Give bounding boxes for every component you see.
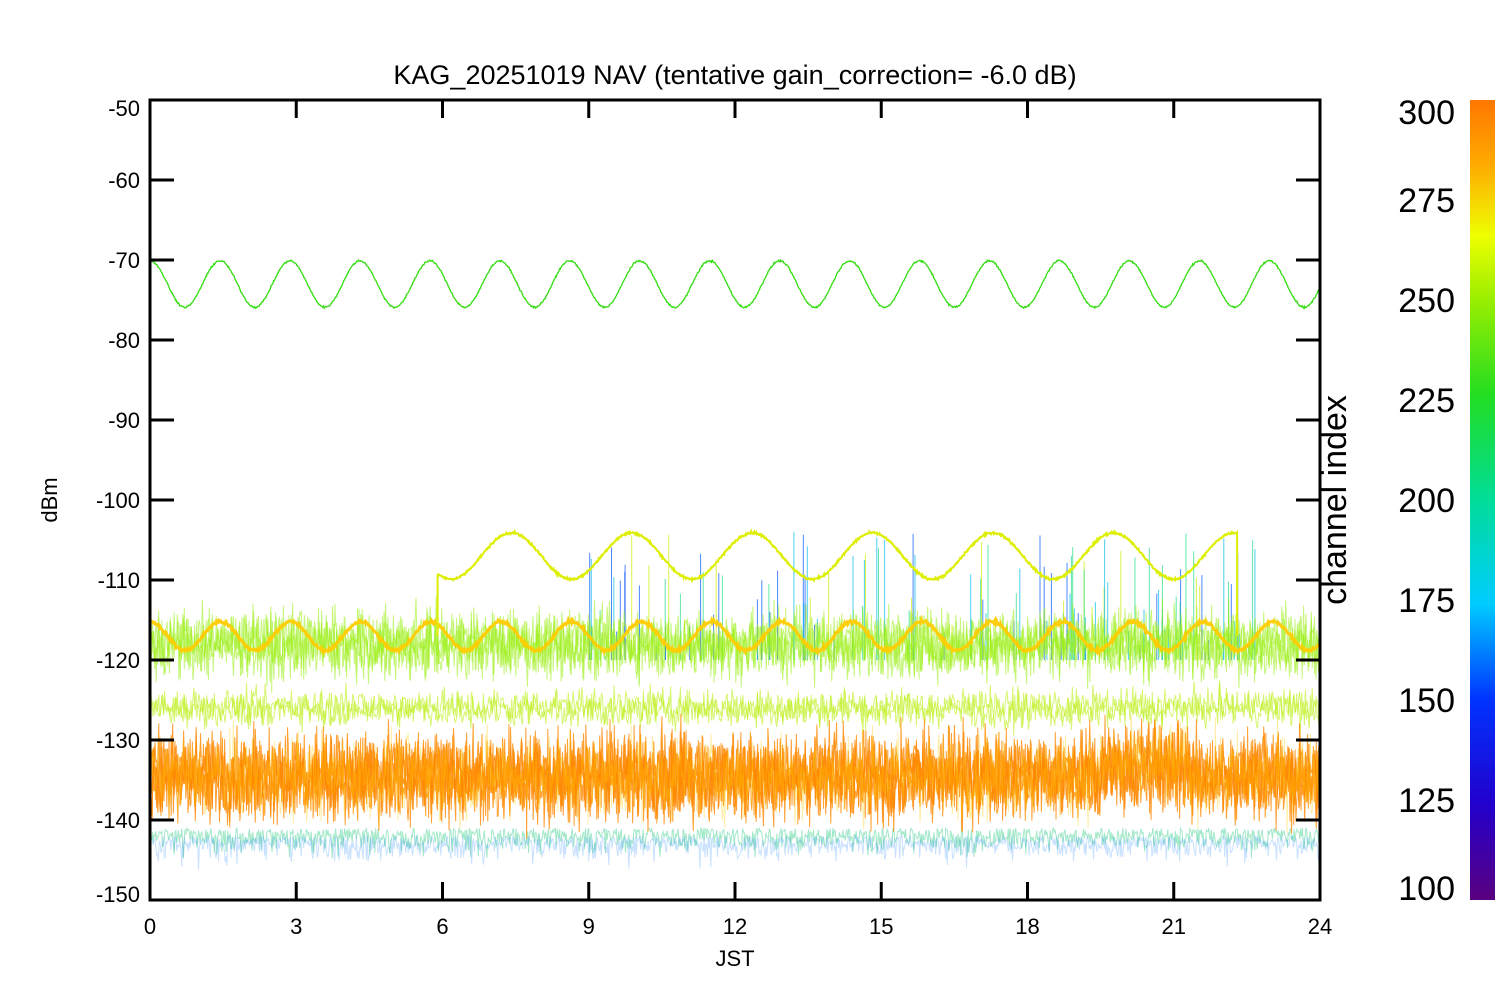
colorbar-label: channel index bbox=[1316, 395, 1354, 605]
y-axis: -50 -60 -70 -80 -90 -100 -110 -120 -130 -140 -150 bbox=[96, 96, 1320, 907]
y-axis-label: dBm bbox=[37, 477, 62, 522]
y-tick-label: -90 bbox=[108, 408, 140, 433]
x-tick-label: 18 bbox=[1015, 914, 1039, 939]
plot-data bbox=[149, 258, 1322, 870]
y-tick-label: -50 bbox=[108, 96, 140, 121]
x-axis: 0 3 6 9 12 15 18 21 24 bbox=[144, 100, 1332, 939]
series-noise-floor bbox=[149, 713, 1321, 839]
noise-band-middle-trace bbox=[149, 680, 1321, 737]
y-tick-label: -130 bbox=[96, 728, 140, 753]
colorbar-ticks: 100 125 150 175 200 225 250 275 300 bbox=[1398, 94, 1455, 908]
y-tick-label: -150 bbox=[96, 882, 140, 907]
colorbar-tick-label: 225 bbox=[1398, 382, 1455, 420]
y-tick-label: -140 bbox=[96, 808, 140, 833]
x-tick-label: 24 bbox=[1308, 914, 1332, 939]
colorbar-tick-label: 125 bbox=[1398, 782, 1455, 820]
x-tick-label: 0 bbox=[144, 914, 156, 939]
x-axis-label: JST bbox=[715, 946, 754, 971]
x-tick-label: 15 bbox=[869, 914, 893, 939]
series-noise-band-middle bbox=[149, 680, 1321, 737]
noise-floor-trace bbox=[149, 714, 1321, 833]
colorbar-tick-label: 200 bbox=[1398, 482, 1455, 520]
y-tick-label: -60 bbox=[108, 168, 140, 193]
colorbar bbox=[1470, 100, 1495, 900]
fringe-trace bbox=[149, 834, 1321, 870]
x-tick-label: 12 bbox=[723, 914, 747, 939]
x-tick-label: 21 bbox=[1162, 914, 1186, 939]
y-tick-label: -110 bbox=[98, 568, 140, 593]
fringe-trace bbox=[149, 826, 1321, 859]
noise-band-upper-trace bbox=[149, 598, 1321, 689]
x-tick-label: 3 bbox=[290, 914, 302, 939]
y-tick-label: -80 bbox=[108, 328, 140, 353]
noise-floor-trace bbox=[149, 718, 1321, 833]
y-tick-label: -120 bbox=[96, 648, 140, 673]
x-tick-label: 6 bbox=[436, 914, 448, 939]
colorbar-tick-label: 250 bbox=[1398, 282, 1455, 320]
chart-title: KAG_20251019 NAV (tentative gain_correct… bbox=[393, 60, 1076, 90]
series-mid-sinusoid bbox=[436, 528, 1239, 636]
series-band-sinusoid bbox=[149, 614, 1322, 657]
colorbar-tick-label: 175 bbox=[1398, 582, 1455, 620]
x-tick-label: 9 bbox=[583, 914, 595, 939]
colorbar-tick-label: 300 bbox=[1398, 94, 1455, 132]
colorbar-tick-label: 150 bbox=[1398, 682, 1455, 720]
colorbar-tick-label: 100 bbox=[1398, 870, 1455, 908]
y-tick-label: -70 bbox=[108, 248, 140, 273]
y-tick-label: -100 bbox=[96, 488, 140, 513]
noise-floor-trace bbox=[149, 713, 1321, 839]
series-strong-sinusoid bbox=[150, 258, 1321, 310]
colorbar-tick-label: 275 bbox=[1398, 182, 1455, 220]
noise-floor-fringe bbox=[149, 826, 1321, 870]
